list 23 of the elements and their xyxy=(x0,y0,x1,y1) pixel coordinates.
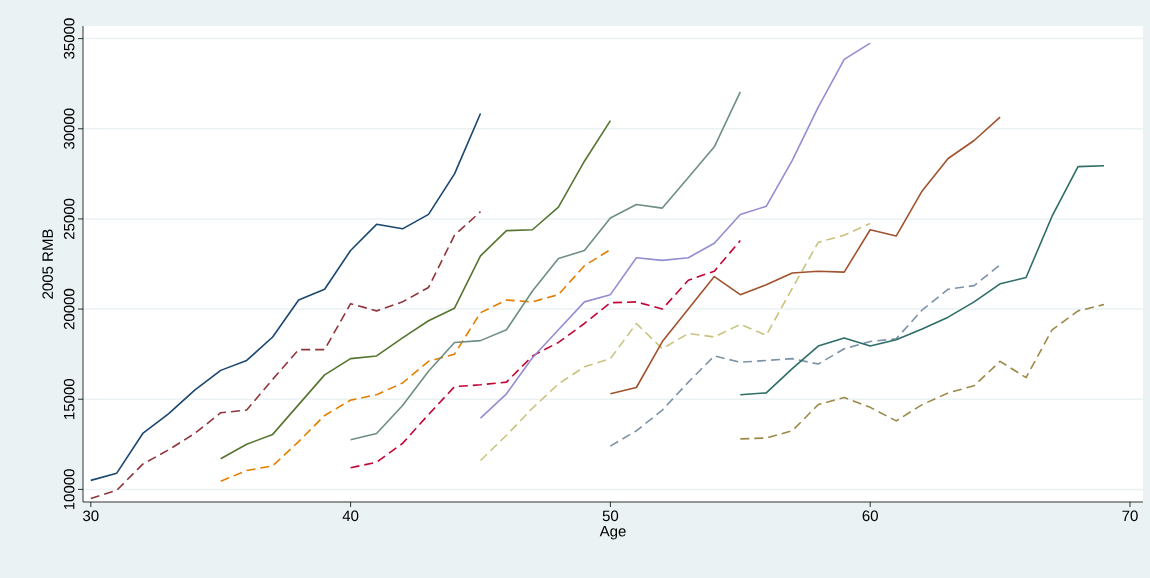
x-axis-title: Age xyxy=(599,526,626,540)
y-tick-label: 20000 xyxy=(63,288,75,330)
line-series xyxy=(349,91,742,441)
line-series xyxy=(90,112,482,482)
x-tick-label: 40 xyxy=(342,510,359,522)
line-series xyxy=(219,119,612,460)
line-series xyxy=(479,42,871,419)
line-series xyxy=(739,303,1105,440)
x-tick-label: 60 xyxy=(862,510,878,522)
x-tick-label: 70 xyxy=(1122,510,1138,522)
y-axis-title: 2005 RMB xyxy=(42,229,53,299)
x-tick-label: 50 xyxy=(602,510,619,522)
x-tick-label: 30 xyxy=(83,510,99,522)
y-tick-label: 25000 xyxy=(63,198,75,240)
line-series xyxy=(349,239,742,469)
y-tick-label: 15000 xyxy=(63,378,75,419)
y-tick-label: 10000 xyxy=(63,469,75,510)
y-tick-label: 35000 xyxy=(63,18,75,59)
line-series xyxy=(219,248,612,483)
line-series xyxy=(479,222,871,462)
y-tick-label: 30000 xyxy=(63,108,75,150)
line-series xyxy=(739,164,1105,396)
line-series xyxy=(90,210,482,500)
